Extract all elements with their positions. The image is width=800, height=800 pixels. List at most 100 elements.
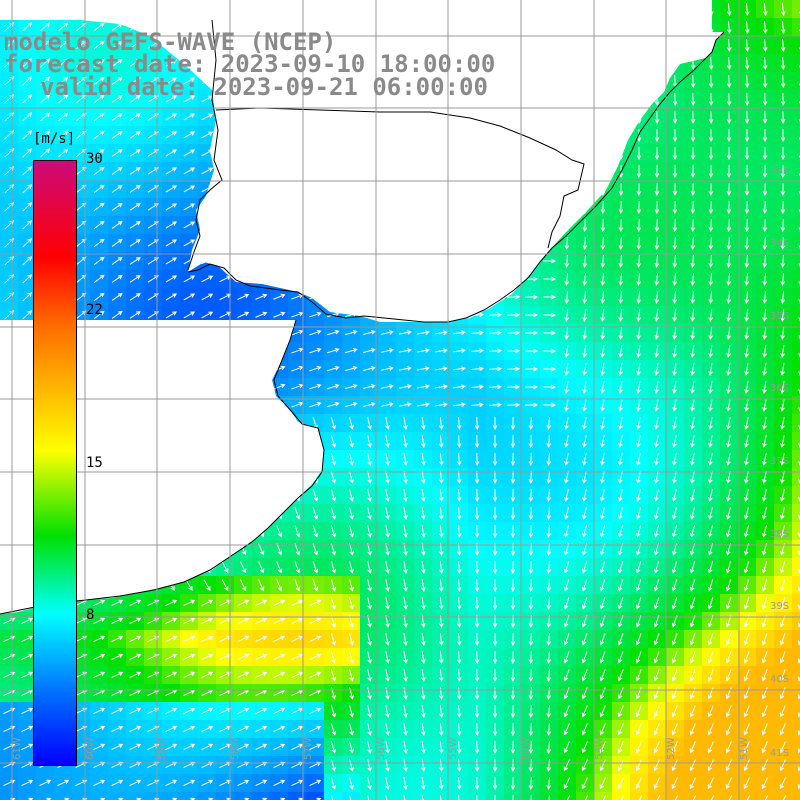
wind-arrow bbox=[492, 740, 498, 755]
wind-arrow bbox=[528, 758, 534, 773]
wind-arrow bbox=[564, 489, 569, 502]
wind-cell bbox=[792, 18, 800, 36]
wind-arrow bbox=[779, 669, 786, 682]
wind-arrow bbox=[762, 471, 767, 484]
wind-arrow bbox=[294, 525, 301, 538]
wind-arrow bbox=[726, 2, 732, 17]
wind-arrow bbox=[542, 294, 557, 300]
wind-arrow bbox=[243, 797, 250, 800]
wind-arrow bbox=[528, 722, 534, 737]
wind-arrow bbox=[129, 203, 141, 211]
wind-arrow bbox=[690, 92, 696, 107]
wind-arrow bbox=[165, 671, 178, 678]
wind-arrow bbox=[165, 293, 178, 301]
wind-arrow bbox=[348, 723, 354, 736]
wind-arrow bbox=[542, 366, 557, 372]
wind-arrow bbox=[255, 293, 268, 300]
wind-arrow bbox=[546, 704, 552, 719]
wind-arrow bbox=[600, 435, 605, 448]
wind-arrow bbox=[582, 380, 587, 394]
wind-arrow bbox=[452, 330, 466, 336]
wind-arrow bbox=[22, 274, 33, 284]
wind-arrow bbox=[780, 326, 785, 340]
wind-arrow bbox=[762, 362, 767, 376]
wind-arrow bbox=[417, 348, 430, 353]
wind-arrow bbox=[330, 795, 334, 800]
wind-arrow bbox=[690, 218, 696, 233]
wind-arrow bbox=[221, 579, 229, 592]
wind-arrow bbox=[564, 254, 570, 269]
wind-arrow bbox=[312, 579, 319, 592]
wind-arrow bbox=[636, 417, 641, 430]
wind-arrow bbox=[782, 795, 787, 800]
wind-arrow bbox=[165, 617, 178, 624]
wind-arrow bbox=[780, 254, 786, 269]
wind-arrow bbox=[744, 38, 750, 53]
wind-arrow bbox=[762, 164, 768, 179]
wind-arrow bbox=[708, 326, 713, 340]
wind-arrow bbox=[183, 725, 196, 732]
wind-arrow bbox=[111, 671, 124, 678]
wind-arrow bbox=[654, 146, 660, 161]
wind-arrow bbox=[201, 617, 214, 624]
wind-arrow bbox=[403, 506, 408, 520]
lon-label-58w: 58W bbox=[230, 737, 241, 760]
wind-arrow bbox=[582, 525, 588, 538]
wind-arrow bbox=[672, 110, 678, 125]
wind-arrow bbox=[510, 434, 516, 449]
wind-arrow bbox=[129, 149, 141, 157]
wind-arrow bbox=[654, 507, 659, 520]
wind-arrow bbox=[129, 635, 142, 642]
wind-arrow bbox=[474, 776, 480, 791]
wind-arrow bbox=[542, 276, 557, 282]
wind-arrow bbox=[348, 777, 354, 790]
wind-arrow bbox=[129, 779, 142, 786]
wind-arrow bbox=[798, 299, 800, 304]
wind-cell bbox=[792, 54, 800, 72]
wind-arrow bbox=[421, 416, 426, 430]
wind-arrow bbox=[581, 669, 588, 682]
wind-arrow bbox=[689, 651, 696, 664]
wind-arrow bbox=[315, 797, 322, 800]
wind-arrow bbox=[458, 794, 460, 800]
wind-arrow bbox=[291, 671, 304, 678]
land-mass bbox=[0, 0, 724, 322]
wind-arrow bbox=[330, 651, 337, 664]
wind-cell bbox=[792, 468, 800, 486]
wind-arrow bbox=[582, 489, 587, 502]
wind-arrow bbox=[672, 218, 678, 233]
wind-arrow bbox=[111, 599, 124, 606]
wind-arrow bbox=[129, 311, 141, 319]
wind-arrow bbox=[690, 110, 696, 125]
wind-arrow bbox=[294, 507, 301, 520]
wind-cell bbox=[126, 792, 144, 800]
wind-arrow bbox=[798, 335, 800, 340]
wind-arrow bbox=[165, 59, 178, 67]
wind-arrow bbox=[707, 723, 714, 736]
wind-arrow bbox=[348, 669, 354, 682]
wind-arrow bbox=[327, 401, 340, 408]
wind-arrow bbox=[780, 2, 786, 17]
wind-arrow bbox=[599, 597, 606, 610]
wind-cell bbox=[720, 792, 738, 800]
wind-arrow bbox=[506, 348, 521, 354]
wind-cell bbox=[792, 666, 800, 684]
wind-arrow bbox=[599, 705, 606, 718]
wind-arrow bbox=[367, 777, 372, 790]
wind-arrow bbox=[58, 40, 69, 50]
wind-arrow bbox=[548, 794, 551, 800]
wind-cell bbox=[792, 306, 800, 324]
wind-arrow bbox=[672, 344, 677, 358]
wind-cell bbox=[792, 126, 800, 144]
wind-arrow bbox=[474, 668, 480, 683]
wind-arrow bbox=[761, 633, 768, 646]
wind-arrow bbox=[330, 417, 337, 430]
wind-arrow bbox=[421, 524, 426, 538]
wind-arrow bbox=[309, 329, 322, 336]
wind-arrow bbox=[636, 182, 642, 197]
wind-arrow bbox=[779, 687, 786, 700]
wind-arrow bbox=[403, 686, 408, 700]
wind-arrow bbox=[438, 434, 444, 449]
wind-arrow bbox=[492, 650, 498, 665]
wind-arrow bbox=[708, 218, 714, 233]
